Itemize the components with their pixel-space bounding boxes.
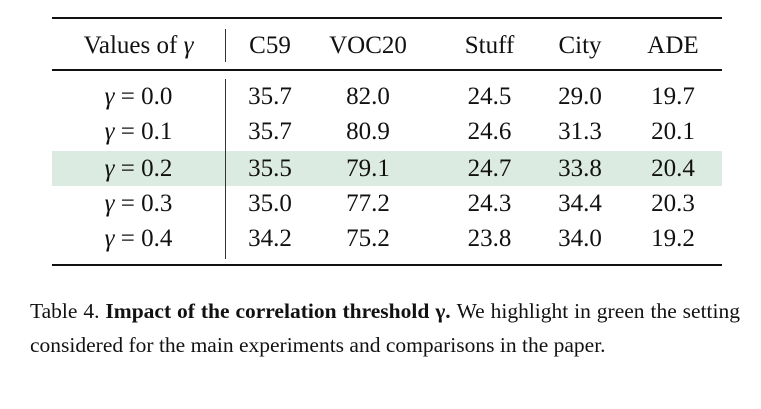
gamma-symbol: γ: [104, 118, 115, 145]
gamma-value: 0.0: [141, 83, 173, 110]
caption-number: Table 4.: [30, 299, 100, 323]
cell-voc20: 77.2: [346, 190, 390, 217]
caption-text: We highlight in green the setting consid…: [30, 299, 740, 357]
cell-stuff: 24.6: [467, 118, 512, 145]
table-row: γ = 0.4 34.2 75.2 23.8 34.0 19.2: [52, 221, 722, 256]
table-row: γ = 0.1 35.7 80.9 24.6 31.3 20.1: [52, 114, 722, 149]
row-label: γ = 0.2: [104, 155, 173, 182]
gamma-symbol: γ: [104, 190, 115, 217]
cell-stuff: 24.5: [467, 83, 512, 110]
bottom-rule: [52, 264, 722, 266]
gamma-value: 0.2: [141, 155, 173, 182]
cell-c59: 34.2: [248, 225, 292, 252]
cell-stuff: 23.8: [467, 225, 512, 252]
gamma-symbol: γ: [104, 83, 115, 110]
highlight-row-background: [52, 151, 722, 186]
cell-ade: 19.2: [651, 225, 695, 252]
cell-city: 33.8: [558, 155, 602, 182]
header-row: Values of γ C59 VOC20 Stuff City ADE: [52, 28, 722, 63]
row-label: γ = 0.1: [104, 118, 173, 145]
cell-ade: 20.1: [651, 118, 695, 145]
caption-title: Impact of the correlation threshold γ.: [105, 299, 451, 323]
cell-stuff: 24.7: [467, 155, 512, 182]
header-divider: [225, 29, 226, 62]
header-label-text: Values of: [83, 32, 178, 59]
header-ade: ADE: [647, 32, 699, 59]
row-label: γ = 0.4: [104, 225, 173, 252]
cell-c59: 35.7: [248, 118, 292, 145]
body-divider: [225, 79, 226, 259]
header-voc20: VOC20: [329, 32, 407, 59]
gamma-symbol: γ: [104, 155, 115, 182]
cell-voc20: 75.2: [346, 225, 390, 252]
cell-ade: 20.3: [651, 190, 695, 217]
cell-c59: 35.5: [248, 155, 292, 182]
cell-voc20: 80.9: [346, 118, 390, 145]
table-caption: Table 4. Impact of the correlation thres…: [30, 295, 740, 362]
cell-c59: 35.7: [248, 83, 292, 110]
cell-city: 34.4: [558, 190, 602, 217]
gamma-symbol: γ: [183, 32, 194, 59]
gamma-value: 0.1: [141, 118, 173, 145]
cell-ade: 19.7: [651, 83, 695, 110]
cell-voc20: 79.1: [346, 155, 390, 182]
table-row: γ = 0.3 35.0 77.2 24.3 34.4 20.3: [52, 186, 722, 221]
cell-voc20: 82.0: [346, 83, 390, 110]
table-row: γ = 0.2 35.5 79.1 24.7 33.8 20.4: [52, 151, 722, 186]
header-stuff: Stuff: [464, 32, 515, 59]
gamma-symbol: γ: [104, 225, 115, 252]
cell-city: 31.3: [558, 118, 602, 145]
mid-rule: [52, 69, 722, 71]
gamma-value: 0.3: [141, 190, 173, 217]
top-rule: [52, 17, 722, 19]
header-values-of-gamma: Values of γ: [52, 28, 225, 63]
header-city: City: [558, 32, 602, 59]
row-label: γ = 0.0: [104, 83, 173, 110]
cell-c59: 35.0: [248, 190, 292, 217]
cell-city: 29.0: [558, 83, 602, 110]
header-c59: C59: [249, 32, 291, 59]
cell-city: 34.0: [558, 225, 602, 252]
cell-ade: 20.4: [651, 155, 695, 182]
row-label: γ = 0.3: [104, 190, 173, 217]
cell-stuff: 24.3: [467, 190, 512, 217]
table-row: γ = 0.0 35.7 82.0 24.5 29.0 19.7: [52, 79, 722, 114]
gamma-value: 0.4: [141, 225, 173, 252]
